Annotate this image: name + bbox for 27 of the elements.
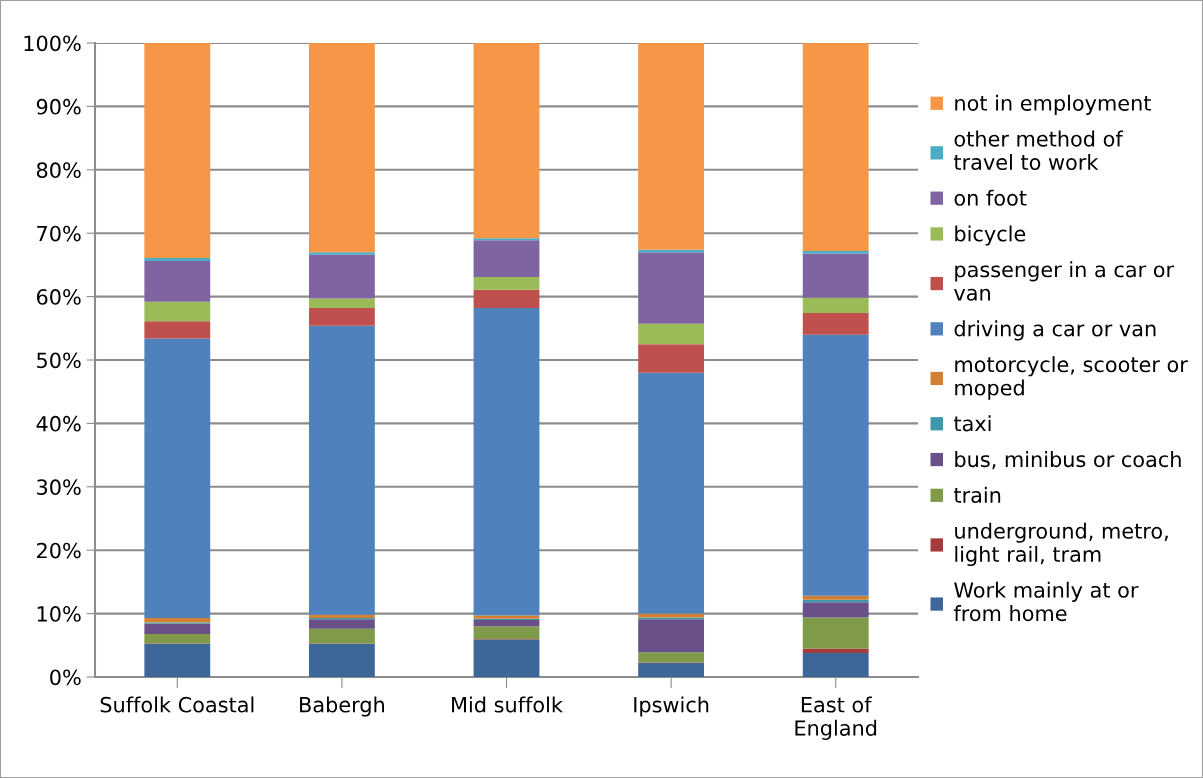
legend-label: other method of travel to work [953,130,1124,171]
y-tick-label: 50% [37,352,81,369]
x-tick-label: Babergh [300,696,384,717]
y-tick-label: 100% [24,35,81,52]
legend-label: train [953,486,1001,503]
y-tick-label: 40% [36,415,81,432]
y-tick-label: 0% [50,669,81,686]
y-tick-label: 90% [36,98,81,115]
y-tick-label: 30% [37,479,81,496]
legend-label: taxi [953,415,991,432]
x-tick-label: Suffolk Coastal [100,696,254,713]
y-tick-label: 80% [36,162,81,179]
y-tick-label: 60% [36,289,81,305]
y-tick-label: 70% [37,225,81,242]
legend-label: bus, minibus or coach [955,451,1181,470]
y-tick-label: 20% [37,542,81,559]
legend-label: Work mainly at or from home [953,581,1139,622]
x-tick-label: Mid suffolk [452,696,563,713]
legend-label: underground, metro, light rail, tram [955,522,1168,567]
legend-label: motorcycle, scooter or moped [955,356,1188,400]
y-tick-label: 10% [37,606,81,622]
x-tick-label: East of England [795,696,877,740]
legend-label: bicycle [955,225,1026,246]
legend-label: not in employment [955,94,1151,115]
legend-label: driving a car or van [954,320,1156,341]
legend-label: on foot [954,189,1027,206]
x-tick-label: Ipswich [634,696,709,717]
